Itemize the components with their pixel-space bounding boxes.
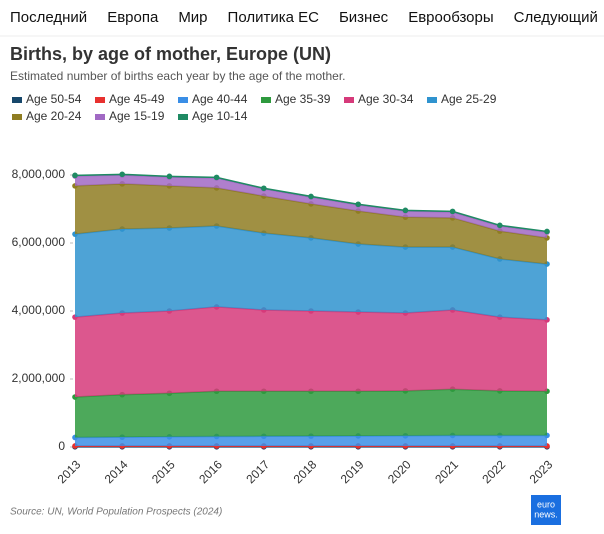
x-tick-label: 2015 [149, 457, 178, 486]
y-tick-label: 4,000,000 [12, 303, 66, 317]
legend-label[interactable]: Age 45-49 [109, 92, 165, 106]
x-tick-label: 2013 [55, 457, 84, 486]
logo-text: euro [537, 499, 555, 509]
y-tick-label: 6,000,000 [12, 235, 66, 249]
nav-item[interactable]: Следующий [514, 9, 598, 26]
legend-label[interactable]: Age 35-39 [275, 92, 331, 106]
legend-swatch[interactable] [95, 97, 105, 103]
nav-item[interactable]: Еврообзоры [408, 9, 493, 26]
legend-swatch[interactable] [12, 114, 22, 120]
legend-label[interactable]: Age 15-19 [109, 109, 165, 123]
chart-title: Births, by age of mother, Europe (UN) [10, 44, 331, 64]
nav-item[interactable]: Бизнес [339, 9, 389, 26]
area [75, 226, 547, 320]
legend-swatch[interactable] [12, 97, 22, 103]
area [75, 183, 547, 265]
chart-subtitle: Estimated number of births each year by … [10, 69, 346, 83]
point [449, 208, 456, 215]
y-tick-label: 2,000,000 [12, 371, 66, 385]
legend-swatch[interactable] [427, 97, 437, 103]
area [75, 175, 547, 238]
area [75, 389, 547, 438]
nav-bar [0, 0, 604, 36]
legend-swatch[interactable] [261, 97, 271, 103]
point [213, 174, 220, 181]
point [72, 172, 78, 179]
x-tick-label: 2018 [291, 457, 320, 486]
source: Source: UN, World Population Prospects (… [10, 507, 222, 518]
legend-label[interactable]: Age 25-29 [441, 92, 497, 106]
x-tick-label: 2014 [102, 457, 131, 486]
logo-text: news. [534, 509, 558, 519]
nav-item[interactable]: Мир [178, 9, 207, 26]
point [261, 185, 267, 192]
legend-label[interactable]: Age 40-44 [192, 92, 248, 106]
nav-item[interactable]: Политика ЕС [228, 9, 320, 26]
y-tick-label: 8,000,000 [12, 167, 66, 181]
logo[interactable] [531, 495, 561, 525]
x-tick-label: 2016 [196, 457, 225, 486]
legend-label[interactable]: Age 10-14 [192, 109, 248, 123]
x-tick-label: 2020 [385, 457, 414, 486]
x-tick-label: 2023 [527, 457, 556, 486]
x-tick-label: 2021 [432, 457, 461, 486]
point [166, 173, 173, 180]
x-tick-label: 2019 [338, 457, 367, 486]
point [497, 222, 503, 229]
nav-item[interactable]: Европа [107, 9, 159, 26]
legend-swatch[interactable] [344, 97, 354, 103]
legend-label[interactable]: Age 30-34 [358, 92, 414, 106]
nav-item[interactable]: Последний [10, 9, 87, 26]
legend-swatch[interactable] [95, 114, 105, 120]
x-tick-label: 2017 [243, 457, 272, 486]
legend-label[interactable]: Age 50-54 [26, 92, 82, 106]
area [75, 435, 547, 446]
legend-swatch[interactable] [178, 97, 188, 103]
y-tick-label: 0 [58, 439, 65, 453]
x-tick-label: 2022 [479, 457, 508, 486]
legend-label[interactable]: Age 20-24 [26, 109, 82, 123]
point [119, 171, 125, 178]
point [544, 228, 550, 235]
legend-swatch[interactable] [178, 114, 188, 120]
point [402, 207, 409, 214]
area [75, 306, 547, 398]
point [355, 201, 362, 208]
point [308, 193, 314, 200]
